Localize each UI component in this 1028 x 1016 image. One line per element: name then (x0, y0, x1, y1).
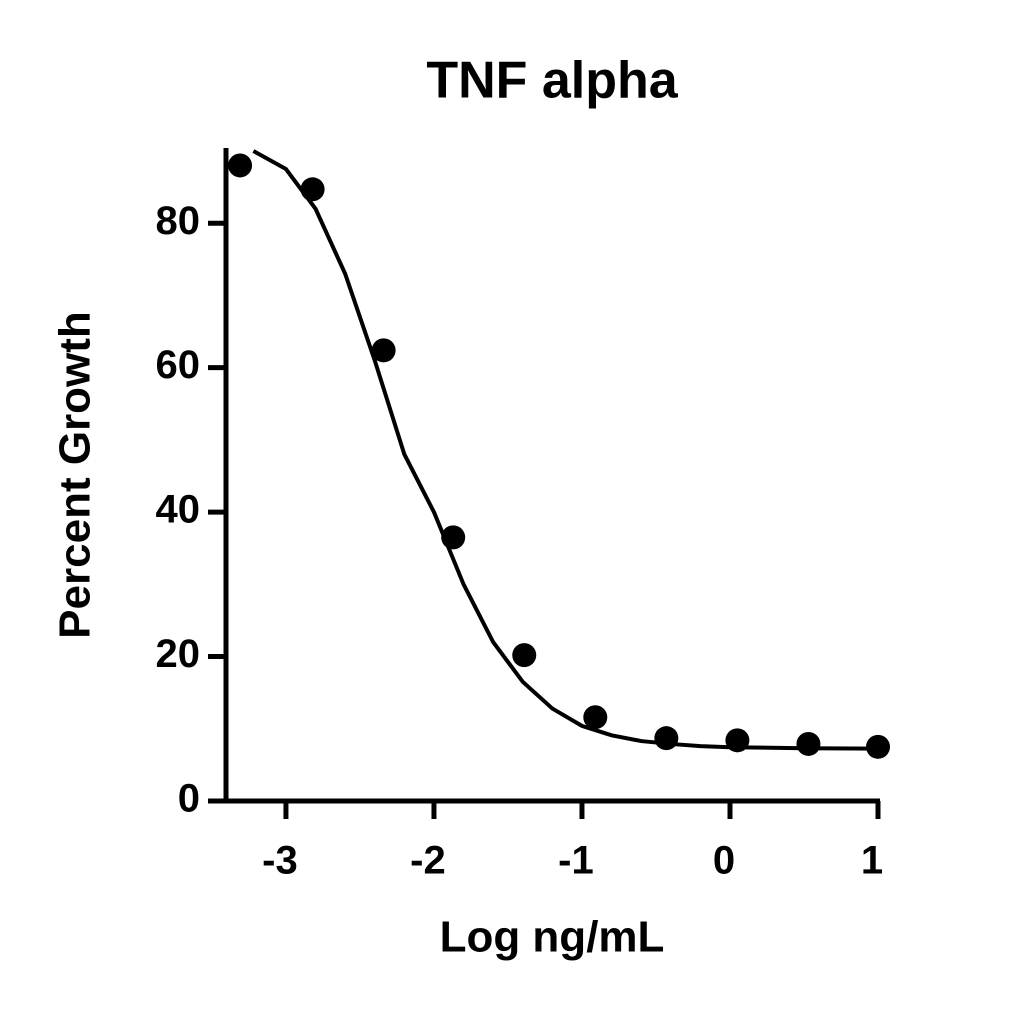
y-axis-label: Percent Growth (51, 311, 100, 639)
y-tick-label: 20 (156, 632, 201, 676)
data-point (796, 731, 821, 756)
y-tick-label: 80 (156, 199, 201, 243)
x-tick-label: -3 (262, 839, 298, 883)
x-tick-label: -2 (410, 839, 446, 883)
data-point (228, 153, 253, 178)
chart-title: TNF alpha (426, 52, 678, 110)
x-tick-label: -1 (558, 839, 594, 883)
data-point (725, 728, 750, 753)
data-point (441, 525, 466, 550)
data-point (866, 734, 890, 759)
x-tick-label: 1 (861, 839, 883, 883)
y-tick-label: 0 (178, 777, 200, 821)
data-point (583, 705, 608, 730)
x-axis-label: Log ng/mL (440, 913, 665, 962)
data-point (371, 338, 396, 363)
data-point (300, 177, 325, 202)
data-point (654, 726, 679, 751)
y-tick-label: 40 (156, 488, 201, 532)
y-tick-label: 60 (156, 343, 201, 387)
data-point (512, 643, 537, 668)
x-tick-label: 0 (713, 839, 735, 883)
fit-curve (252, 149, 879, 751)
